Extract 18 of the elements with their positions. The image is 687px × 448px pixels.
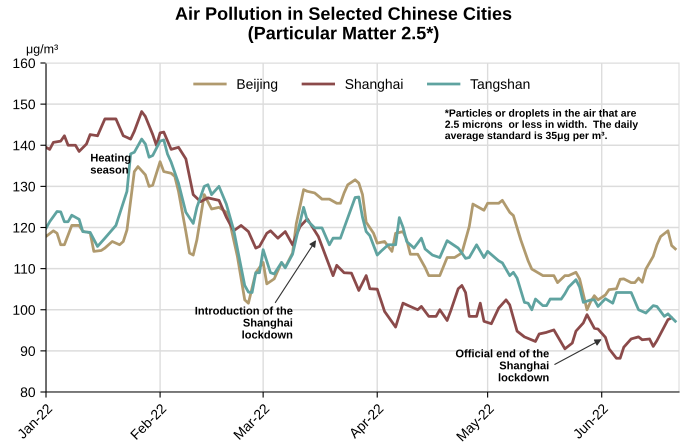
- y-tick-label: 140: [13, 140, 36, 150]
- y-tick-label: 160: [13, 58, 36, 68]
- annotation: Official end of the Shanghai lockdown: [456, 349, 549, 382]
- y-tick-label: 80: [20, 387, 36, 398]
- y-axis-title: μg/m³: [26, 44, 58, 56]
- annotation: *Particles or droplets in the air that are 2.5 microns or less in width. The daily average standard is 35μg per m³.: [444, 109, 638, 142]
- chart-title: Air Pollution in Selected Chinese Cities (Particular Matter 2.5*): [175, 6, 512, 43]
- legend-label: Shanghai: [345, 78, 402, 92]
- legend-label: Tangshan: [470, 78, 530, 92]
- annotation: Introduction of the Shanghai lockdown: [195, 306, 292, 339]
- y-tick-label: 120: [13, 222, 36, 233]
- y-tick-label: 150: [13, 99, 36, 110]
- y-tick-label: 130: [13, 182, 36, 192]
- line-series: [46, 110, 674, 360]
- y-tick-label: 100: [13, 305, 36, 315]
- y-tick-label: 90: [20, 346, 36, 356]
- y-tick-label: 110: [14, 264, 36, 274]
- legend-label: Beijing: [238, 78, 278, 92]
